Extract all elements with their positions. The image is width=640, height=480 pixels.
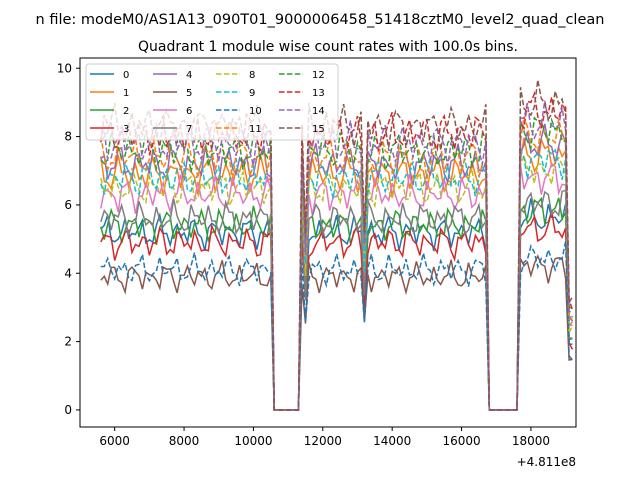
legend-label: 5 [186,88,192,99]
y-tick-label: 6 [64,198,72,212]
x-tick-label: 12000 [304,434,342,448]
legend-label: 10 [249,106,262,117]
x-tick-label: 14000 [373,434,411,448]
legend-label: 4 [186,70,192,81]
legend-label: 15 [312,124,325,135]
legend-label: 6 [186,106,192,117]
legend-box [85,63,339,141]
y-axis: 0 2 4 6 8 10 [57,61,80,417]
legend-label: 7 [186,124,192,135]
y-tick-label: 8 [64,130,72,144]
y-tick-label: 4 [64,266,72,280]
legend-label: 0 [123,70,129,81]
x-axis: 6000 8000 10000 12000 14000 16000 18000 [99,427,550,448]
legend-label: 2 [123,106,129,117]
series-layer [100,79,574,411]
chart-title: Quadrant 1 module wise count rates with … [138,39,518,55]
y-tick-label: 0 [64,403,72,417]
legend-label: 13 [312,88,325,99]
x-tick-label: 8000 [169,434,200,448]
y-tick-label: 2 [64,335,72,349]
y-tick-label: 10 [57,61,72,75]
legend-label: 3 [123,124,129,135]
x-tick-label: 18000 [512,434,550,448]
legend-label: 9 [249,88,255,99]
x-tick-label: 16000 [442,434,480,448]
figure-title: n file: modeM0/AS1A13_090T01_9000006458_… [36,12,605,28]
x-tick-label: 10000 [234,434,272,448]
legend-label: 1 [123,88,129,99]
legend-label: 12 [312,70,325,81]
legend-label: 14 [312,106,325,117]
x-axis-offset-label: +4.811e8 [517,455,576,469]
plot-frame [79,57,577,428]
legend-label: 11 [249,124,262,135]
x-tick-label: 6000 [99,434,130,448]
legend-label: 8 [249,70,255,81]
